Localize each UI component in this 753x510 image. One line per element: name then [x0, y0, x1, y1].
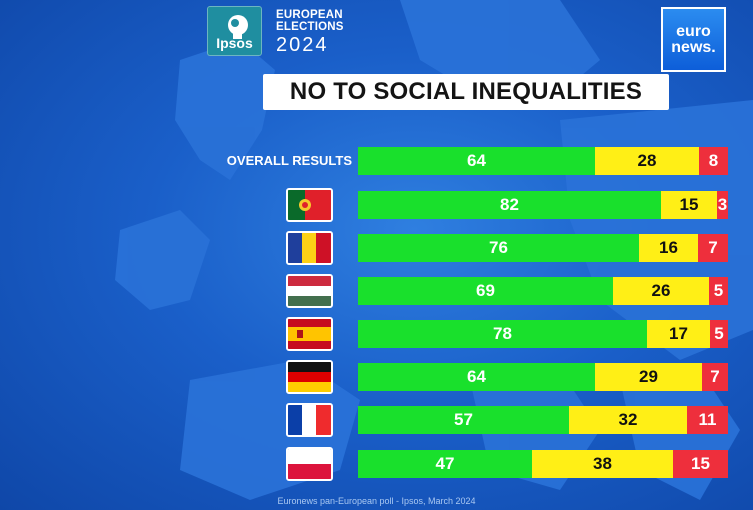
- event-title-line2: ELECTIONS: [276, 21, 344, 33]
- event-title-line1: EUROPEAN: [276, 9, 343, 21]
- bar-segment-green-france: 57: [358, 406, 569, 434]
- event-year: 2024: [276, 34, 329, 56]
- bar-segment-green-romania: 76: [358, 234, 639, 262]
- flag-poland-icon: [286, 447, 333, 481]
- euronews-logo: euro news.: [661, 7, 726, 72]
- bar-row-spain: 78 17 5: [358, 320, 728, 348]
- bar-row-germany: 64 29 7: [358, 363, 728, 391]
- row-label-overall-results: OVERALL RESULTS: [226, 153, 352, 168]
- bar-segment-red-romania: 7: [698, 234, 728, 262]
- bar-row-overall-results: 64 28 8: [358, 147, 728, 175]
- bar-row-poland: 47 38 15: [358, 450, 728, 478]
- ipsos-head-icon: [228, 15, 248, 39]
- bar-segment-green-spain: 78: [358, 320, 647, 348]
- bar-segment-red-overall-results: 8: [699, 147, 728, 175]
- event-title: EUROPEAN ELECTIONS: [276, 9, 344, 33]
- bar-segment-red-poland: 15: [673, 450, 728, 478]
- bar-segment-yellow-spain: 17: [647, 320, 710, 348]
- bar-row-portugal: 82 15 3: [358, 191, 728, 219]
- bar-row-france: 57 32 11: [358, 406, 728, 434]
- euronews-logo-line1: euro: [676, 23, 711, 40]
- euronews-logo-line2: news.: [671, 39, 716, 56]
- bar-segment-yellow-romania: 16: [639, 234, 698, 262]
- bar-row-hungary: 69 26 5: [358, 277, 728, 305]
- flag-romania-icon: [286, 231, 333, 265]
- bar-segment-green-poland: 47: [358, 450, 532, 478]
- bar-segment-green-hungary: 69: [358, 277, 613, 305]
- flag-germany-icon: [286, 360, 333, 394]
- ipsos-logo-text: Ipsos: [216, 35, 253, 51]
- bar-segment-yellow-portugal: 15: [661, 191, 717, 219]
- bar-segment-green-overall-results: 64: [358, 147, 595, 175]
- bar-segment-red-hungary: 5: [709, 277, 728, 305]
- bar-segment-red-spain: 5: [710, 320, 728, 348]
- bar-segment-red-france: 11: [687, 406, 728, 434]
- chart-title: NO TO SOCIAL INEQUALITIES: [263, 74, 669, 110]
- bar-segment-yellow-poland: 38: [532, 450, 673, 478]
- bar-segment-green-portugal: 82: [358, 191, 661, 219]
- bar-segment-yellow-france: 32: [569, 406, 687, 434]
- flag-portugal-icon: [286, 188, 333, 222]
- flag-spain-icon: [286, 317, 333, 351]
- source-footer: Euronews pan-European poll - Ipsos, Marc…: [277, 496, 476, 506]
- bar-row-romania: 76 16 7: [358, 234, 728, 262]
- bar-segment-green-germany: 64: [358, 363, 595, 391]
- flag-hungary-icon: [286, 274, 333, 308]
- ipsos-logo: Ipsos: [207, 6, 262, 56]
- bar-segment-red-portugal: 3: [717, 191, 728, 219]
- bar-segment-yellow-overall-results: 28: [595, 147, 699, 175]
- flag-france-icon: [286, 403, 333, 437]
- bar-segment-yellow-hungary: 26: [613, 277, 709, 305]
- bar-segment-yellow-germany: 29: [595, 363, 702, 391]
- bar-segment-red-germany: 7: [702, 363, 728, 391]
